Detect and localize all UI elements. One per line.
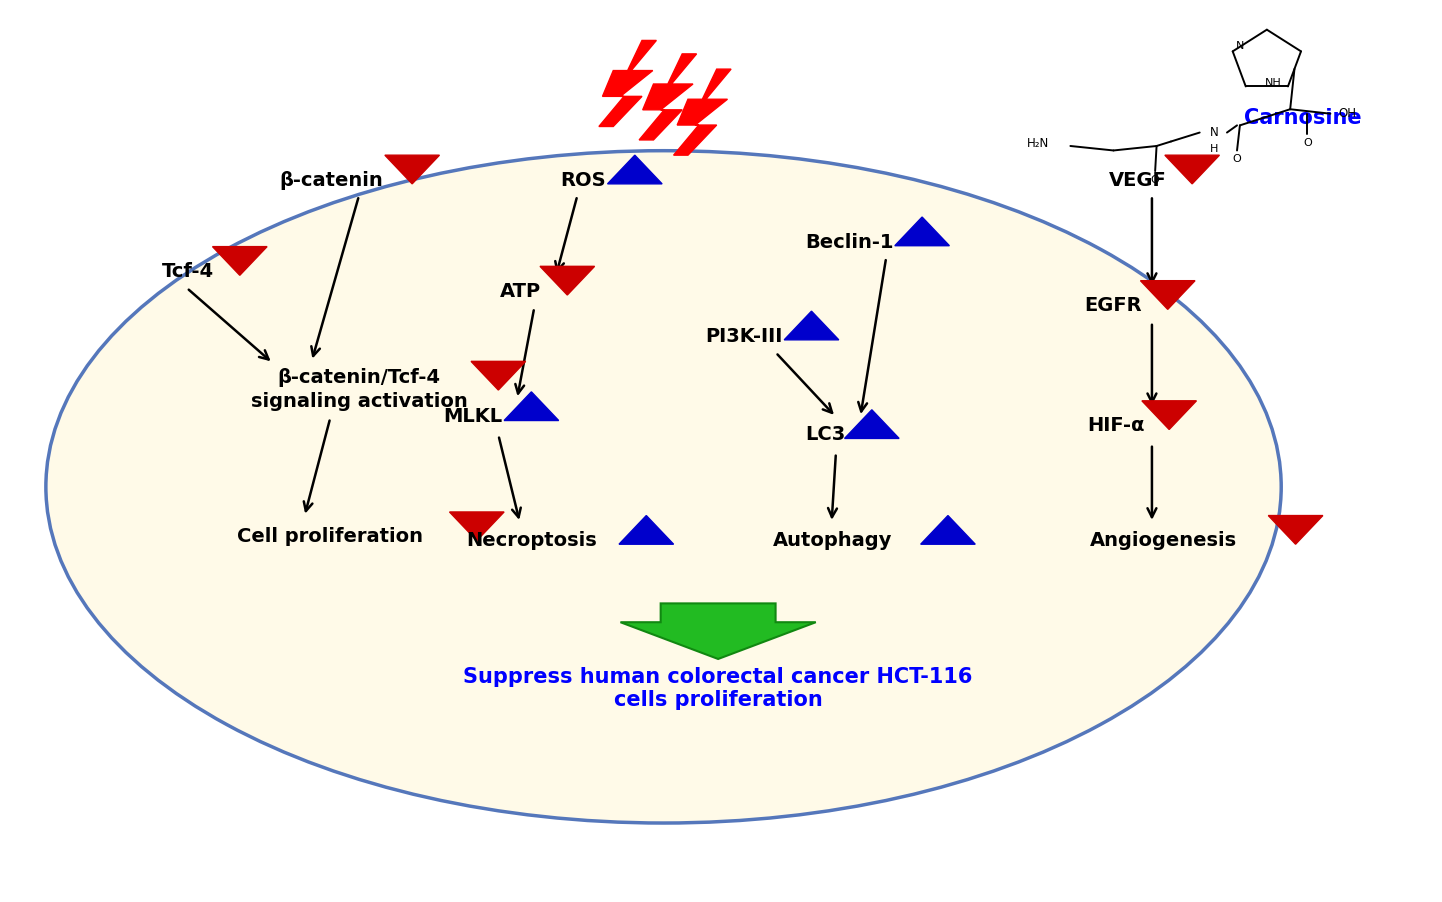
Polygon shape (598, 41, 656, 126)
Text: Cell proliferation: Cell proliferation (238, 527, 424, 546)
Text: O: O (1151, 175, 1159, 185)
Text: Necroptosis: Necroptosis (466, 531, 597, 550)
Text: β-catenin/Tcf-4: β-catenin/Tcf-4 (277, 368, 440, 387)
Polygon shape (1165, 155, 1220, 184)
Polygon shape (472, 362, 526, 390)
Text: Autophagy: Autophagy (773, 531, 893, 550)
Polygon shape (639, 54, 696, 140)
Polygon shape (784, 311, 839, 340)
Polygon shape (607, 155, 662, 184)
Polygon shape (673, 69, 731, 155)
Text: Beclin-1: Beclin-1 (805, 233, 894, 252)
Text: EGFR: EGFR (1084, 296, 1142, 316)
Text: N: N (1236, 41, 1244, 51)
Text: PI3K-III: PI3K-III (705, 327, 783, 345)
Text: cells proliferation: cells proliferation (614, 690, 822, 710)
Text: MLKL: MLKL (444, 408, 503, 427)
Polygon shape (619, 516, 673, 544)
Text: O: O (1304, 138, 1312, 148)
Text: ROS: ROS (561, 170, 606, 189)
Text: Tcf-4: Tcf-4 (162, 262, 213, 281)
Polygon shape (1141, 281, 1195, 309)
Polygon shape (539, 266, 594, 295)
Text: Suppress human colorectal cancer HCT-116: Suppress human colorectal cancer HCT-116 (463, 667, 973, 687)
Text: N: N (1210, 126, 1218, 139)
Text: ATP: ATP (500, 282, 541, 301)
Polygon shape (385, 155, 440, 184)
Polygon shape (895, 217, 949, 245)
Text: β-catenin: β-catenin (280, 170, 384, 189)
Text: OH: OH (1338, 107, 1357, 120)
Polygon shape (1269, 516, 1322, 544)
Ellipse shape (46, 151, 1280, 823)
Text: NH: NH (1265, 78, 1282, 87)
Polygon shape (620, 603, 816, 659)
Text: O: O (1233, 154, 1242, 164)
Text: signaling activation: signaling activation (251, 392, 467, 411)
Polygon shape (920, 516, 975, 544)
Polygon shape (505, 391, 558, 420)
Text: HIF-α: HIF-α (1087, 417, 1145, 436)
Text: VEGF: VEGF (1109, 170, 1167, 189)
Text: H: H (1210, 143, 1218, 153)
Polygon shape (1142, 400, 1197, 429)
Polygon shape (212, 246, 267, 275)
Polygon shape (845, 410, 900, 438)
Text: Carnosine: Carnosine (1244, 107, 1361, 127)
Text: Angiogenesis: Angiogenesis (1090, 531, 1237, 550)
Text: LC3: LC3 (806, 426, 846, 445)
Polygon shape (450, 512, 505, 540)
Text: H₂N: H₂N (1027, 137, 1048, 150)
